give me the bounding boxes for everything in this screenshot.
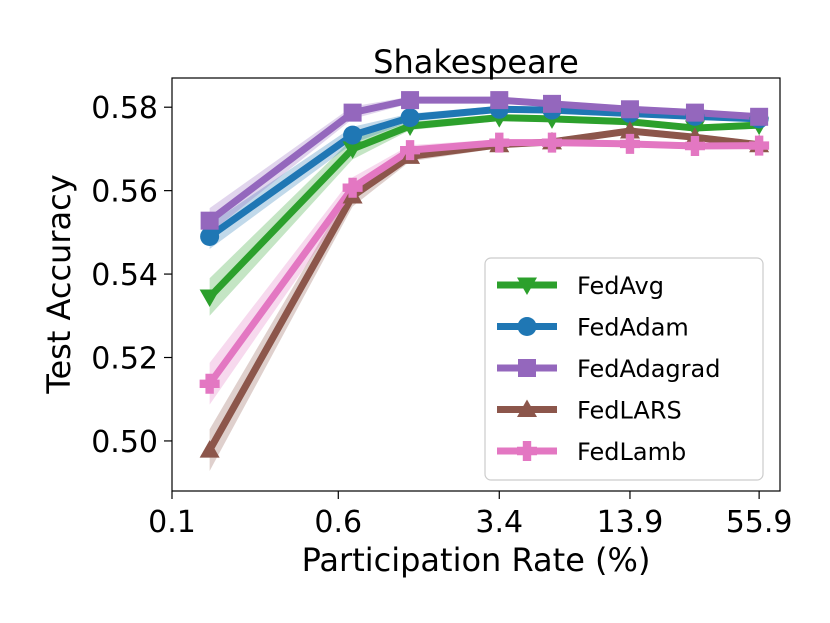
point-fedlamb-6 xyxy=(684,135,705,156)
y-tick-label: 0.58 xyxy=(91,91,158,126)
series-line-fedadagrad xyxy=(206,96,763,225)
x-tick-label: 0.6 xyxy=(314,505,362,540)
point-fedlamb-7 xyxy=(749,135,770,156)
point-fedlars-6 xyxy=(684,127,705,145)
point-fedavg-0 xyxy=(199,289,220,308)
y-tick-label: 0.54 xyxy=(91,258,158,293)
band-fedavg xyxy=(209,114,760,316)
y-tick-label: 0.50 xyxy=(91,425,158,460)
series-lines xyxy=(206,96,763,454)
point-fedadagrad-5 xyxy=(620,100,639,119)
legend-marker-fedlars xyxy=(517,399,537,417)
x-tick-label: 13.9 xyxy=(597,505,664,540)
legend-label-fedlars: FedLARS xyxy=(577,397,682,425)
x-tick-label: 55.9 xyxy=(726,505,793,540)
point-fedadam-0 xyxy=(200,227,220,247)
point-fedlars-5 xyxy=(619,120,640,139)
legend-marker-fedlamb xyxy=(517,441,537,461)
legend-label-fedadam: FedAdam xyxy=(577,314,689,342)
point-fedadagrad-3 xyxy=(490,91,509,110)
band-fedlars xyxy=(209,127,760,471)
plot-frame xyxy=(171,77,781,492)
y-tick-label: 0.56 xyxy=(91,175,158,210)
point-fedadagrad-4 xyxy=(542,94,561,113)
legend-label-fedlamb: FedLamb xyxy=(577,438,686,466)
point-fedavg-1 xyxy=(342,141,363,159)
legend-label-fedadagrad: FedAdagrad xyxy=(577,355,720,383)
point-fedlamb-4 xyxy=(541,132,562,153)
y-axis-ticks: 0.50 0.52 0.54 0.56 0.58 xyxy=(91,91,172,460)
x-axis-ticks: 0.1 0.6 3.4 13.9 55.9 xyxy=(148,491,793,540)
point-fedlamb-5 xyxy=(619,133,640,154)
series-line-fedlamb xyxy=(206,139,763,388)
series-markers xyxy=(199,91,770,458)
legend-marker-fedadam xyxy=(517,317,537,336)
legend-marker-fedavg xyxy=(517,277,537,295)
point-fedadagrad-1 xyxy=(343,103,362,122)
point-fedlamb-3 xyxy=(489,132,510,153)
y-tick-label: 0.52 xyxy=(91,342,158,377)
point-fedlars-0 xyxy=(199,440,220,458)
point-fedadagrad-2 xyxy=(401,91,420,110)
point-fedlamb-2 xyxy=(400,140,421,161)
point-fedlamb-1 xyxy=(342,177,363,198)
x-tick-label: 3.4 xyxy=(475,505,523,540)
point-fedadam-1 xyxy=(343,125,363,145)
series-line-fedadam xyxy=(206,105,763,241)
point-fedadagrad-0 xyxy=(200,211,219,230)
series-line-fedavg xyxy=(206,114,763,301)
x-tick-label: 0.1 xyxy=(148,505,196,540)
point-fedadagrad-6 xyxy=(685,103,704,122)
legend-marker-fedadagrad xyxy=(518,359,536,377)
legend-label-fedavg: FedAvg xyxy=(577,272,664,300)
legend-box xyxy=(484,257,764,481)
chart-title: Shakespeare xyxy=(373,43,579,81)
point-fedadagrad-7 xyxy=(750,107,769,126)
x-axis-label: Participation Rate (%) xyxy=(302,541,651,579)
point-fedadam-2 xyxy=(400,108,420,128)
point-fedlamb-0 xyxy=(199,373,220,394)
legend: FedAvg FedAdam FedAdagrad FedLARS FedLamb xyxy=(484,257,764,481)
y-axis-label: Test Accuracy xyxy=(40,174,78,394)
